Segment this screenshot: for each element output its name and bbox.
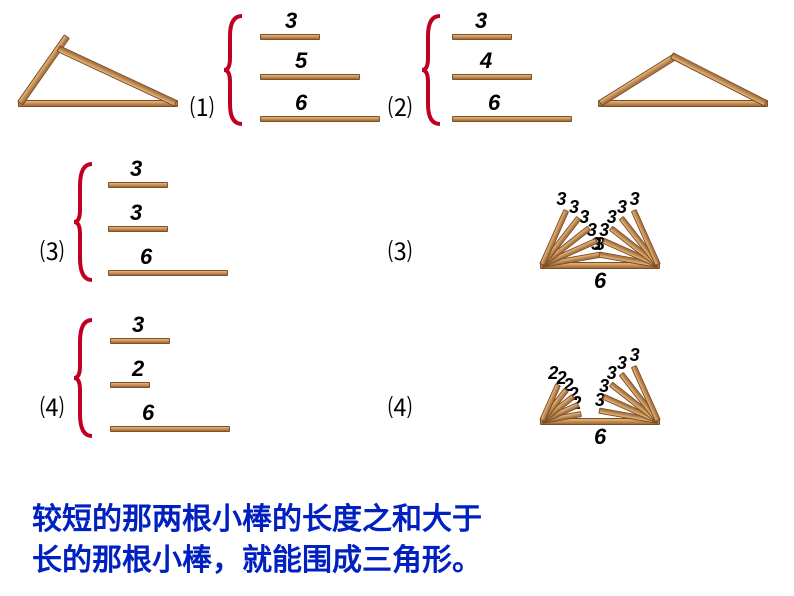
stick-2-2 (452, 116, 572, 122)
brace-2 (422, 12, 444, 128)
stick-1-0-num: 3 (285, 8, 297, 34)
triangle-1-right (57, 45, 178, 106)
triangle-1-left (17, 34, 70, 105)
conclusion-line2: 长的那根小棒，就能围成三角形。 (32, 541, 482, 582)
stick-1-1 (260, 74, 360, 80)
stick-3-1-num: 3 (130, 200, 142, 226)
stick-4-1-num: 2 (132, 356, 144, 382)
fan-3: 63333333333 (475, 170, 725, 280)
stick-4-1 (110, 382, 150, 388)
fan-base-num: 6 (594, 268, 606, 294)
fan-right-num: 3 (607, 363, 617, 384)
conclusion-line1: 较短的那两根小棒的长度之和大于 (32, 500, 482, 541)
fan-right-num: 3 (617, 353, 627, 374)
stick-4-2 (110, 426, 230, 432)
brace-1 (224, 12, 246, 128)
stick-2-1 (452, 74, 532, 80)
triangle-2-base (598, 100, 768, 107)
triangle-2-right (670, 52, 768, 106)
label-3-r: ⑶ (388, 232, 412, 267)
label-4-r: ⑷ (388, 388, 412, 423)
stick-3-1 (108, 226, 168, 232)
stick-2-0 (452, 34, 512, 40)
fan-4: 62323232323 (475, 326, 725, 436)
label-1: ⑴ (190, 88, 214, 123)
stick-4-2-num: 6 (142, 400, 154, 426)
conclusion: 较短的那两根小棒的长度之和大于 长的那根小棒，就能围成三角形。 (32, 500, 482, 581)
stick-3-0 (108, 182, 168, 188)
stick-3-0-num: 3 (130, 156, 142, 182)
stick-1-2-num: 6 (295, 90, 307, 116)
stick-1-2 (260, 116, 380, 122)
brace-4 (74, 316, 96, 440)
fan-right-num: 3 (607, 207, 617, 228)
triangle-2-left (598, 53, 678, 107)
stick-2-0-num: 3 (475, 8, 487, 34)
fan-right-num: 3 (617, 197, 627, 218)
fan-left-num: 3 (569, 197, 579, 218)
fan-base-num: 6 (594, 424, 606, 450)
stick-2-2-num: 6 (488, 90, 500, 116)
label-3: ⑶ (40, 232, 64, 267)
label-4: ⑷ (40, 388, 64, 423)
fan-left-num: 2 (548, 363, 558, 384)
fan-left-num: 3 (556, 189, 566, 210)
triangle-1-base (18, 100, 178, 107)
stick-1-1-num: 5 (295, 48, 307, 74)
stick-2-1-num: 4 (480, 48, 492, 74)
fan-right-num: 3 (630, 189, 640, 210)
stick-3-2-num: 6 (140, 244, 152, 270)
stick-1-0 (260, 34, 320, 40)
stick-4-0-num: 3 (132, 312, 144, 338)
stick-3-2 (108, 270, 228, 276)
fan-right-num: 3 (630, 345, 640, 366)
stick-4-0 (110, 338, 170, 344)
label-2: ⑵ (388, 88, 412, 123)
brace-3 (74, 160, 96, 284)
fan-left-num: 3 (579, 207, 589, 228)
